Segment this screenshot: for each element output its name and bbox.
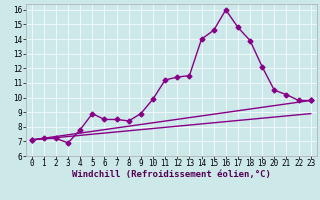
X-axis label: Windchill (Refroidissement éolien,°C): Windchill (Refroidissement éolien,°C) — [72, 170, 271, 179]
